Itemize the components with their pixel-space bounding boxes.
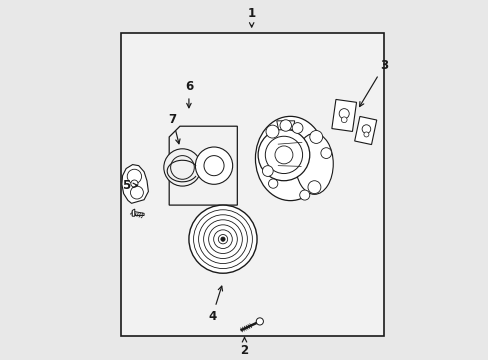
Text: 6: 6 [184, 80, 193, 108]
Text: 3: 3 [359, 59, 387, 107]
Circle shape [258, 129, 309, 181]
Ellipse shape [255, 116, 325, 201]
Circle shape [195, 147, 232, 184]
Circle shape [265, 136, 302, 174]
Bar [121, 33, 384, 336]
Circle shape [198, 215, 247, 264]
Circle shape [193, 210, 252, 269]
Circle shape [127, 169, 142, 184]
Circle shape [280, 120, 291, 131]
Circle shape [363, 132, 368, 137]
Circle shape [292, 123, 303, 134]
Polygon shape [132, 209, 135, 216]
Circle shape [170, 156, 194, 179]
Circle shape [203, 220, 242, 258]
Polygon shape [354, 116, 376, 145]
Polygon shape [122, 165, 148, 203]
Polygon shape [169, 126, 237, 205]
Polygon shape [132, 211, 144, 216]
Circle shape [131, 180, 138, 187]
Text: 2: 2 [240, 338, 248, 357]
Circle shape [339, 109, 348, 119]
Circle shape [262, 166, 273, 176]
Circle shape [320, 148, 331, 158]
Ellipse shape [295, 134, 333, 194]
Text: 1: 1 [247, 7, 255, 27]
Circle shape [307, 181, 320, 194]
Circle shape [208, 225, 237, 253]
Circle shape [221, 237, 224, 241]
Circle shape [362, 125, 370, 134]
Circle shape [341, 117, 346, 123]
Circle shape [218, 234, 227, 244]
Circle shape [309, 131, 322, 143]
Text: 4: 4 [208, 286, 222, 323]
Text: 5: 5 [122, 179, 137, 192]
Circle shape [256, 318, 263, 325]
Circle shape [265, 125, 278, 138]
Polygon shape [331, 99, 356, 131]
Circle shape [203, 156, 224, 176]
Circle shape [130, 186, 143, 199]
Text: 7: 7 [168, 113, 180, 144]
Circle shape [213, 230, 232, 248]
Circle shape [268, 179, 277, 188]
Circle shape [274, 146, 292, 164]
Circle shape [299, 190, 309, 200]
Circle shape [163, 149, 201, 186]
Circle shape [188, 205, 257, 273]
Polygon shape [276, 121, 294, 130]
